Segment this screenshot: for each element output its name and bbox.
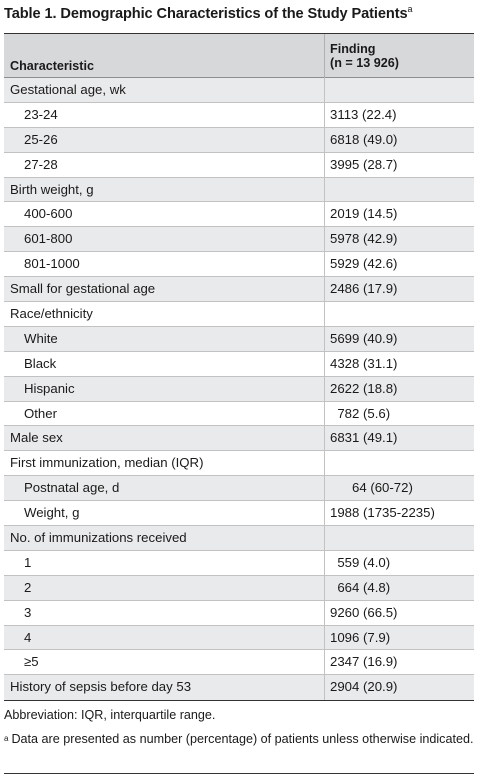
abbreviation-note: Abbreviation: IQR, interquartile range. [4, 708, 216, 722]
row-label: Male sex [10, 430, 63, 446]
row-label: Black [24, 355, 57, 371]
demographics-table: Characteristic Finding (n = 13 926) Gest… [4, 33, 474, 702]
table-row: 25-26 6818 (49.0) [4, 127, 474, 153]
row-value: 5978 (42.9) [330, 231, 398, 247]
row-value: 782 (5.6) [330, 405, 391, 421]
table-row: 3 9260 (66.5) [4, 601, 474, 626]
row-label: 1 [24, 554, 32, 570]
row-label: History of sepsis before day 53 [10, 679, 192, 695]
row-label: 27-28 [24, 156, 58, 172]
row-label: 3 [24, 604, 32, 620]
row-label: ≥5 [24, 654, 39, 670]
table-row: 400-600 2019 (14.5) [4, 202, 474, 228]
header-finding: Finding (n = 13 926) [330, 42, 399, 70]
row-label: 801-1000 [24, 256, 80, 272]
bottom-rule [4, 773, 474, 774]
header-finding-label: Finding [330, 42, 376, 56]
row-label: Hispanic [24, 380, 75, 396]
table-row: 801-1000 5929 (42.6) [4, 252, 474, 278]
row-value: 2904 (20.9) [330, 679, 398, 695]
table-row: 23-24 3113 (22.4) [4, 103, 474, 128]
table-row: 2 664 (4.8) [4, 575, 474, 601]
table-row: White 5699 (40.9) [4, 326, 474, 352]
row-label: 2 [24, 579, 32, 595]
table-row: Weight, g 1988 (1735-2235) [4, 501, 474, 527]
table-row: Postnatal age, d 64 (60-72) [4, 476, 474, 502]
row-label: Gestational age, wk [10, 82, 126, 97]
row-value: 3113 (22.4) [330, 106, 397, 122]
row-label: 25-26 [24, 131, 58, 147]
table-title-text: Table 1. Demographic Characteristics of … [4, 6, 408, 22]
footnote-text: Data are presented as number (percentage… [11, 732, 474, 746]
row-value: 2486 (17.9) [330, 281, 398, 297]
table-row: 4 1096 (7.9) [4, 625, 474, 651]
table-row: Black 4328 (31.1) [4, 352, 474, 377]
table-body: Gestational age, wk 23-24 3113 (22.4) 25-26… [4, 78, 474, 701]
table-row: Male sex 6831 (49.1) [4, 426, 474, 452]
header-column-divider [324, 34, 325, 78]
row-label: White [24, 330, 58, 346]
table-row: History of sepsis before day 53 2904 (20.… [4, 675, 474, 701]
row-value: 2019 (14.5) [330, 206, 398, 222]
row-value: 5929 (42.6) [330, 256, 398, 272]
table-row: Birth weight, g [4, 177, 474, 203]
table-row: ≥5 2347 (16.9) [4, 650, 474, 676]
table-header: Characteristic Finding (n = 13 926) [4, 34, 474, 78]
header-characteristic: Characteristic [10, 59, 94, 73]
row-label: 601-800 [24, 231, 73, 247]
row-value: 3995 (28.7) [330, 156, 398, 172]
row-value: 64 (60-72) [330, 480, 413, 496]
row-label: No. of immunizations received [10, 530, 187, 546]
row-value: 1096 (7.9) [330, 629, 391, 645]
table-row: Hispanic 2622 (18.8) [4, 376, 474, 402]
row-label: Postnatal age, d [24, 480, 120, 496]
header-finding-n: (n = 13 926) [330, 56, 399, 70]
footnote-mark: a [4, 734, 9, 743]
row-value: 2347 (16.9) [330, 654, 398, 670]
table-row: Small for gestational age 2486 (17.9) [4, 277, 474, 303]
table-row: First immunization, median (IQR) [4, 451, 474, 477]
row-label: First immunization, median (IQR) [10, 455, 204, 471]
column-divider [324, 78, 325, 701]
row-value: 2622 (18.8) [330, 380, 398, 396]
row-value: 6831 (49.1) [330, 430, 398, 446]
row-value: 559 (4.0) [330, 554, 391, 570]
table-row: No. of immunizations received [4, 526, 474, 551]
row-value: 9260 (66.5) [330, 604, 398, 620]
row-label: 400-600 [24, 206, 73, 222]
row-label: Weight, g [24, 505, 80, 521]
title-footnote-mark: a [407, 4, 413, 14]
table-row: Gestational age, wk [4, 78, 474, 103]
table-row: Race/ethnicity [4, 302, 474, 327]
row-label: Birth weight, g [10, 181, 94, 197]
row-label: 4 [24, 629, 32, 645]
row-value: 5699 (40.9) [330, 330, 398, 346]
row-label: Race/ethnicity [10, 306, 93, 322]
row-label: Small for gestational age [10, 281, 156, 297]
row-value: 1988 (1735-2235) [330, 505, 435, 521]
table-row: Other 782 (5.6) [4, 402, 474, 427]
table-row: 601-800 5978 (42.9) [4, 227, 474, 253]
table-row: 27-28 3995 (28.7) [4, 153, 474, 178]
row-label: Other [24, 405, 57, 421]
row-value: 6818 (49.0) [330, 131, 398, 147]
row-value: 664 (4.8) [330, 579, 391, 595]
row-value: 4328 (31.1) [330, 355, 398, 371]
table-row: 1 559 (4.0) [4, 551, 474, 576]
table-title: Table 1. Demographic Characteristics of … [4, 4, 478, 22]
data-footnote: a Data are presented as number (percentag… [4, 731, 474, 748]
row-label: 23-24 [24, 106, 58, 122]
